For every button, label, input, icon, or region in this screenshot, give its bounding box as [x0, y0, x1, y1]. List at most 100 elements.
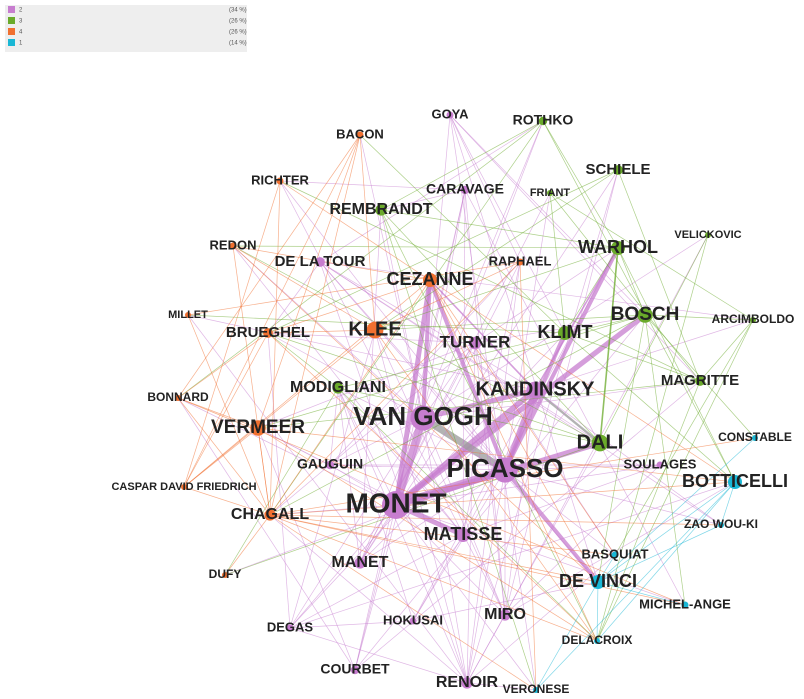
edge	[466, 469, 506, 684]
node	[656, 461, 664, 469]
edge	[449, 114, 599, 583]
node	[286, 624, 294, 632]
edge	[187, 314, 536, 391]
node	[468, 336, 482, 350]
legend-swatch	[8, 28, 15, 35]
legend-swatch	[8, 17, 15, 24]
edge	[289, 627, 468, 684]
edge	[269, 180, 281, 516]
node	[350, 665, 360, 675]
node-label: MANET	[332, 554, 389, 571]
edge	[319, 120, 544, 263]
edge	[269, 514, 616, 556]
edge	[466, 554, 616, 684]
edge	[187, 314, 468, 684]
edge	[257, 427, 356, 671]
node-label: GOYA	[431, 106, 469, 121]
edge	[329, 387, 339, 466]
edge	[421, 414, 507, 474]
node-label: TURNER	[440, 332, 511, 351]
node	[538, 116, 548, 126]
edge	[232, 245, 431, 281]
node-label: BASQUIAT	[582, 546, 649, 561]
node	[446, 111, 454, 119]
node-label: DE VINCI	[559, 571, 637, 591]
node-label: MODIGLIANI	[290, 379, 386, 396]
edge	[232, 245, 464, 536]
edge	[597, 481, 736, 583]
edge	[257, 134, 361, 429]
legend: 2 (34 %) 3 (26 %) 4 (26 %) 1 (14 %)	[8, 6, 247, 47]
edge	[412, 581, 599, 622]
edge	[359, 209, 382, 564]
node-label: COURBET	[320, 661, 390, 677]
edge	[183, 427, 259, 488]
edge	[462, 261, 521, 536]
edge	[503, 247, 620, 471]
edge	[535, 581, 599, 691]
edge	[549, 192, 701, 382]
edge	[257, 427, 598, 642]
edge	[232, 245, 376, 331]
edge	[337, 387, 464, 536]
edge	[319, 261, 599, 583]
legend-share: (26 %)	[229, 30, 247, 36]
edge	[412, 469, 506, 622]
edge	[644, 314, 686, 606]
node	[366, 321, 384, 339]
edge	[374, 169, 619, 331]
node	[222, 572, 228, 578]
edge	[267, 332, 598, 642]
node	[264, 509, 276, 521]
edge	[359, 120, 544, 564]
edge	[289, 329, 376, 629]
edge	[269, 279, 431, 516]
node-label: PICASSO	[446, 453, 563, 483]
node	[728, 475, 742, 489]
node-label: RICHTER	[251, 172, 309, 187]
edge	[267, 169, 619, 334]
node	[456, 528, 470, 542]
edge	[279, 180, 736, 483]
edge	[183, 180, 281, 488]
edge	[596, 380, 701, 642]
edge	[329, 261, 521, 466]
node-label: BONNARD	[147, 390, 209, 404]
edge	[428, 279, 507, 471]
node	[533, 687, 539, 693]
edge	[267, 329, 376, 334]
edge	[183, 329, 376, 488]
node-label: VAN GOGH	[353, 401, 493, 431]
edge	[374, 329, 598, 642]
edge	[279, 180, 506, 471]
edge	[617, 247, 736, 483]
node	[591, 434, 609, 452]
node-label: REMBRANDT	[329, 201, 432, 218]
edge	[319, 261, 536, 391]
edge	[224, 514, 271, 576]
edge	[504, 464, 661, 471]
node	[276, 177, 284, 185]
edge	[412, 534, 464, 622]
edge	[474, 342, 616, 556]
node-label: BRUEGHEL	[226, 324, 310, 341]
edge	[224, 469, 506, 576]
edge	[449, 114, 521, 263]
edge	[183, 332, 269, 488]
legend-swatch	[8, 6, 15, 13]
edge	[395, 189, 466, 506]
edge	[319, 261, 601, 444]
edge	[354, 504, 397, 671]
node-label: MIRO	[484, 606, 526, 623]
nodes	[175, 111, 758, 693]
edge	[535, 481, 736, 691]
edge	[269, 134, 361, 516]
node	[410, 405, 436, 431]
node-label: RENOIR	[436, 674, 499, 691]
edge	[380, 120, 544, 211]
node-label: DUFY	[209, 567, 242, 581]
node	[499, 609, 511, 621]
edge	[337, 314, 646, 389]
node-label: ZAO WOU-KI	[684, 517, 758, 531]
